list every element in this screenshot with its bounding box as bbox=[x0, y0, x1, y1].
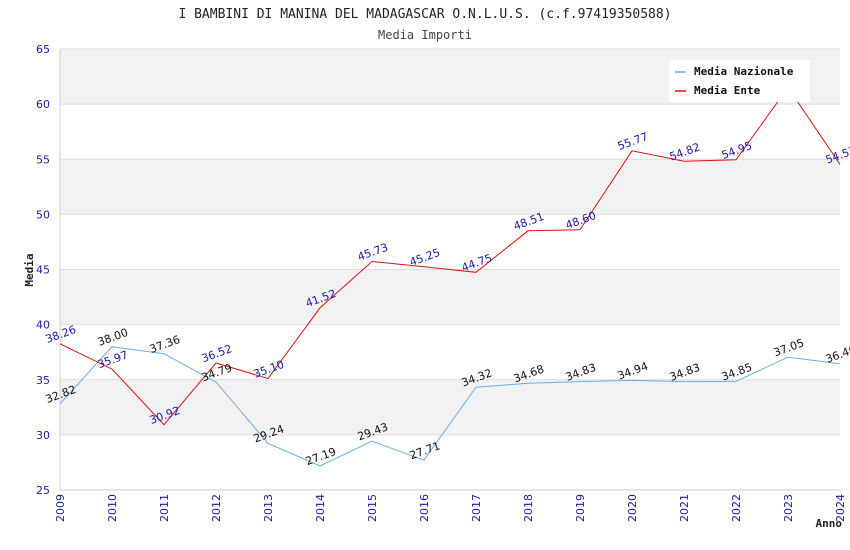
series-line-ente bbox=[60, 86, 840, 426]
x-tick-label: 2009 bbox=[54, 494, 67, 522]
x-tick-label: 2013 bbox=[262, 494, 275, 522]
y-tick-label: 65 bbox=[36, 43, 50, 56]
y-tick-label: 40 bbox=[36, 319, 50, 332]
y-tick-label: 30 bbox=[36, 429, 50, 442]
x-tick-label: 2023 bbox=[782, 494, 795, 522]
y-tick-label: 50 bbox=[36, 208, 50, 221]
chart-subtitle: Media Importi bbox=[378, 28, 472, 42]
plot-band bbox=[60, 214, 840, 270]
x-tick-label: 2011 bbox=[158, 494, 171, 522]
y-tick-label: 45 bbox=[36, 264, 50, 277]
x-tick-label: 2015 bbox=[366, 494, 379, 522]
legend: Media Nazionale Media Ente bbox=[669, 60, 810, 102]
plot-band bbox=[60, 269, 840, 325]
axes bbox=[59, 49, 840, 491]
x-tick-label: 2024 bbox=[834, 494, 847, 522]
y-tick-label: 60 bbox=[36, 98, 50, 111]
legend-label-ente: Media Ente bbox=[694, 84, 761, 97]
x-tick-label: 2016 bbox=[418, 494, 431, 522]
legend-box bbox=[669, 60, 810, 102]
y-tick-labels: 25 30 35 40 45 50 55 60 65 bbox=[36, 43, 50, 497]
plot-band bbox=[60, 159, 840, 215]
x-tick-labels: 2009 2010 2011 2012 2013 2014 2015 2016 2017 2018… bbox=[54, 494, 847, 522]
plot-band bbox=[60, 324, 840, 380]
plot-band bbox=[60, 104, 840, 160]
x-tick-label: 2020 bbox=[626, 494, 639, 522]
plot-band bbox=[60, 379, 840, 435]
x-axis-label: Anno bbox=[816, 517, 843, 530]
y-tick-label: 25 bbox=[36, 484, 50, 497]
x-tick-label: 2021 bbox=[678, 494, 691, 522]
x-tick-label: 2019 bbox=[574, 494, 587, 522]
x-tick-label: 2018 bbox=[522, 494, 535, 522]
legend-label-nazionale: Media Nazionale bbox=[694, 65, 794, 78]
plot-bands bbox=[60, 49, 840, 490]
y-axis-label: Media bbox=[23, 253, 36, 286]
plot-band bbox=[60, 434, 840, 490]
y-tick-label: 35 bbox=[36, 374, 50, 387]
series-lines bbox=[60, 86, 840, 467]
x-tick-label: 2022 bbox=[730, 494, 743, 522]
x-tick-label: 2014 bbox=[314, 494, 327, 522]
y-tick-label: 55 bbox=[36, 153, 50, 166]
x-tick-label: 2010 bbox=[106, 494, 119, 522]
x-tick-label: 2012 bbox=[210, 494, 223, 522]
x-tick-label: 2017 bbox=[470, 494, 483, 522]
chart-title: I BAMBINI DI MANINA DEL MADAGASCAR O.N.L… bbox=[178, 7, 671, 22]
series-line-nazionale bbox=[60, 346, 840, 467]
